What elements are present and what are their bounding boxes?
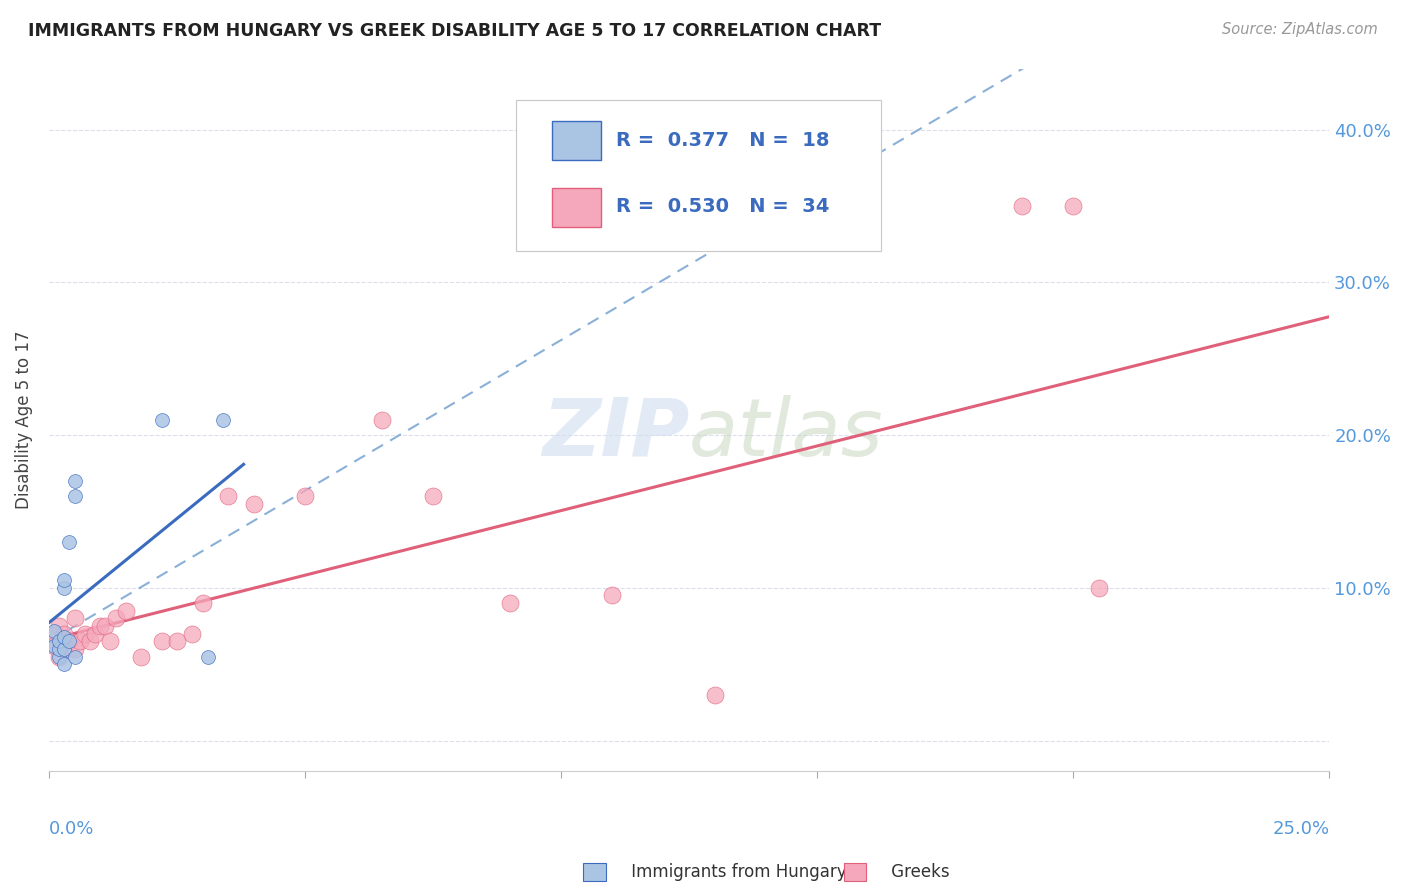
Point (63, 641, 86, 656)
Point (53, 626, 76, 640)
Text: R =  0.377   N =  18: R = 0.377 N = 18 (616, 131, 830, 150)
Point (600, 589, 623, 603)
Point (58, 634, 80, 648)
Point (181, 626, 204, 640)
Point (100, 634, 122, 648)
Point (58, 535, 80, 549)
Text: 25.0%: 25.0% (1272, 820, 1329, 838)
FancyBboxPatch shape (516, 100, 882, 252)
Text: Immigrants from Hungary: Immigrants from Hungary (605, 863, 846, 881)
Point (73, 626, 96, 640)
Point (703, 688, 725, 702)
Point (212, 413, 235, 427)
Point (63, 474, 86, 488)
Text: atlas: atlas (689, 395, 884, 473)
Point (371, 413, 394, 427)
Text: Greeks: Greeks (865, 863, 949, 881)
Point (53, 573, 76, 587)
Point (243, 497, 266, 511)
Point (69, 634, 91, 648)
Point (114, 604, 136, 618)
Point (42, 639, 65, 653)
Point (150, 413, 173, 427)
Point (1062, 199, 1084, 213)
Point (48, 649, 70, 664)
FancyBboxPatch shape (553, 121, 600, 160)
Point (197, 649, 219, 664)
Point (217, 489, 239, 503)
Point (1088, 581, 1111, 595)
Point (150, 634, 173, 648)
Point (79, 634, 101, 648)
Point (53, 641, 76, 656)
Point (63, 611, 86, 625)
Point (84, 626, 107, 640)
Point (42, 639, 65, 653)
Text: R =  0.530   N =  34: R = 0.530 N = 34 (616, 197, 830, 217)
Text: 0.0%: 0.0% (49, 820, 94, 838)
Point (499, 596, 522, 610)
Text: IMMIGRANTS FROM HUNGARY VS GREEK DISABILITY AGE 5 TO 17 CORRELATION CHART: IMMIGRANTS FROM HUNGARY VS GREEK DISABIL… (28, 22, 882, 40)
Point (63, 649, 86, 664)
Point (63, 489, 86, 503)
Point (53, 641, 76, 656)
Point (48, 649, 70, 664)
Point (1011, 199, 1033, 213)
Point (89, 619, 111, 633)
Point (48, 634, 70, 648)
Point (53, 581, 76, 595)
FancyBboxPatch shape (553, 188, 600, 227)
Point (53, 657, 76, 672)
Point (48, 641, 70, 656)
Point (166, 634, 188, 648)
Point (42, 626, 65, 640)
Point (53, 630, 76, 644)
Text: Source: ZipAtlas.com: Source: ZipAtlas.com (1222, 22, 1378, 37)
Point (58, 634, 80, 648)
Point (294, 489, 316, 503)
Point (42, 624, 65, 638)
Point (104, 611, 127, 625)
Point (48, 619, 70, 633)
Y-axis label: Disability Age 5 to 17: Disability Age 5 to 17 (15, 331, 32, 509)
Point (422, 489, 444, 503)
Point (191, 596, 214, 610)
Text: ZIP: ZIP (541, 395, 689, 473)
Point (94, 619, 117, 633)
Point (129, 649, 152, 664)
